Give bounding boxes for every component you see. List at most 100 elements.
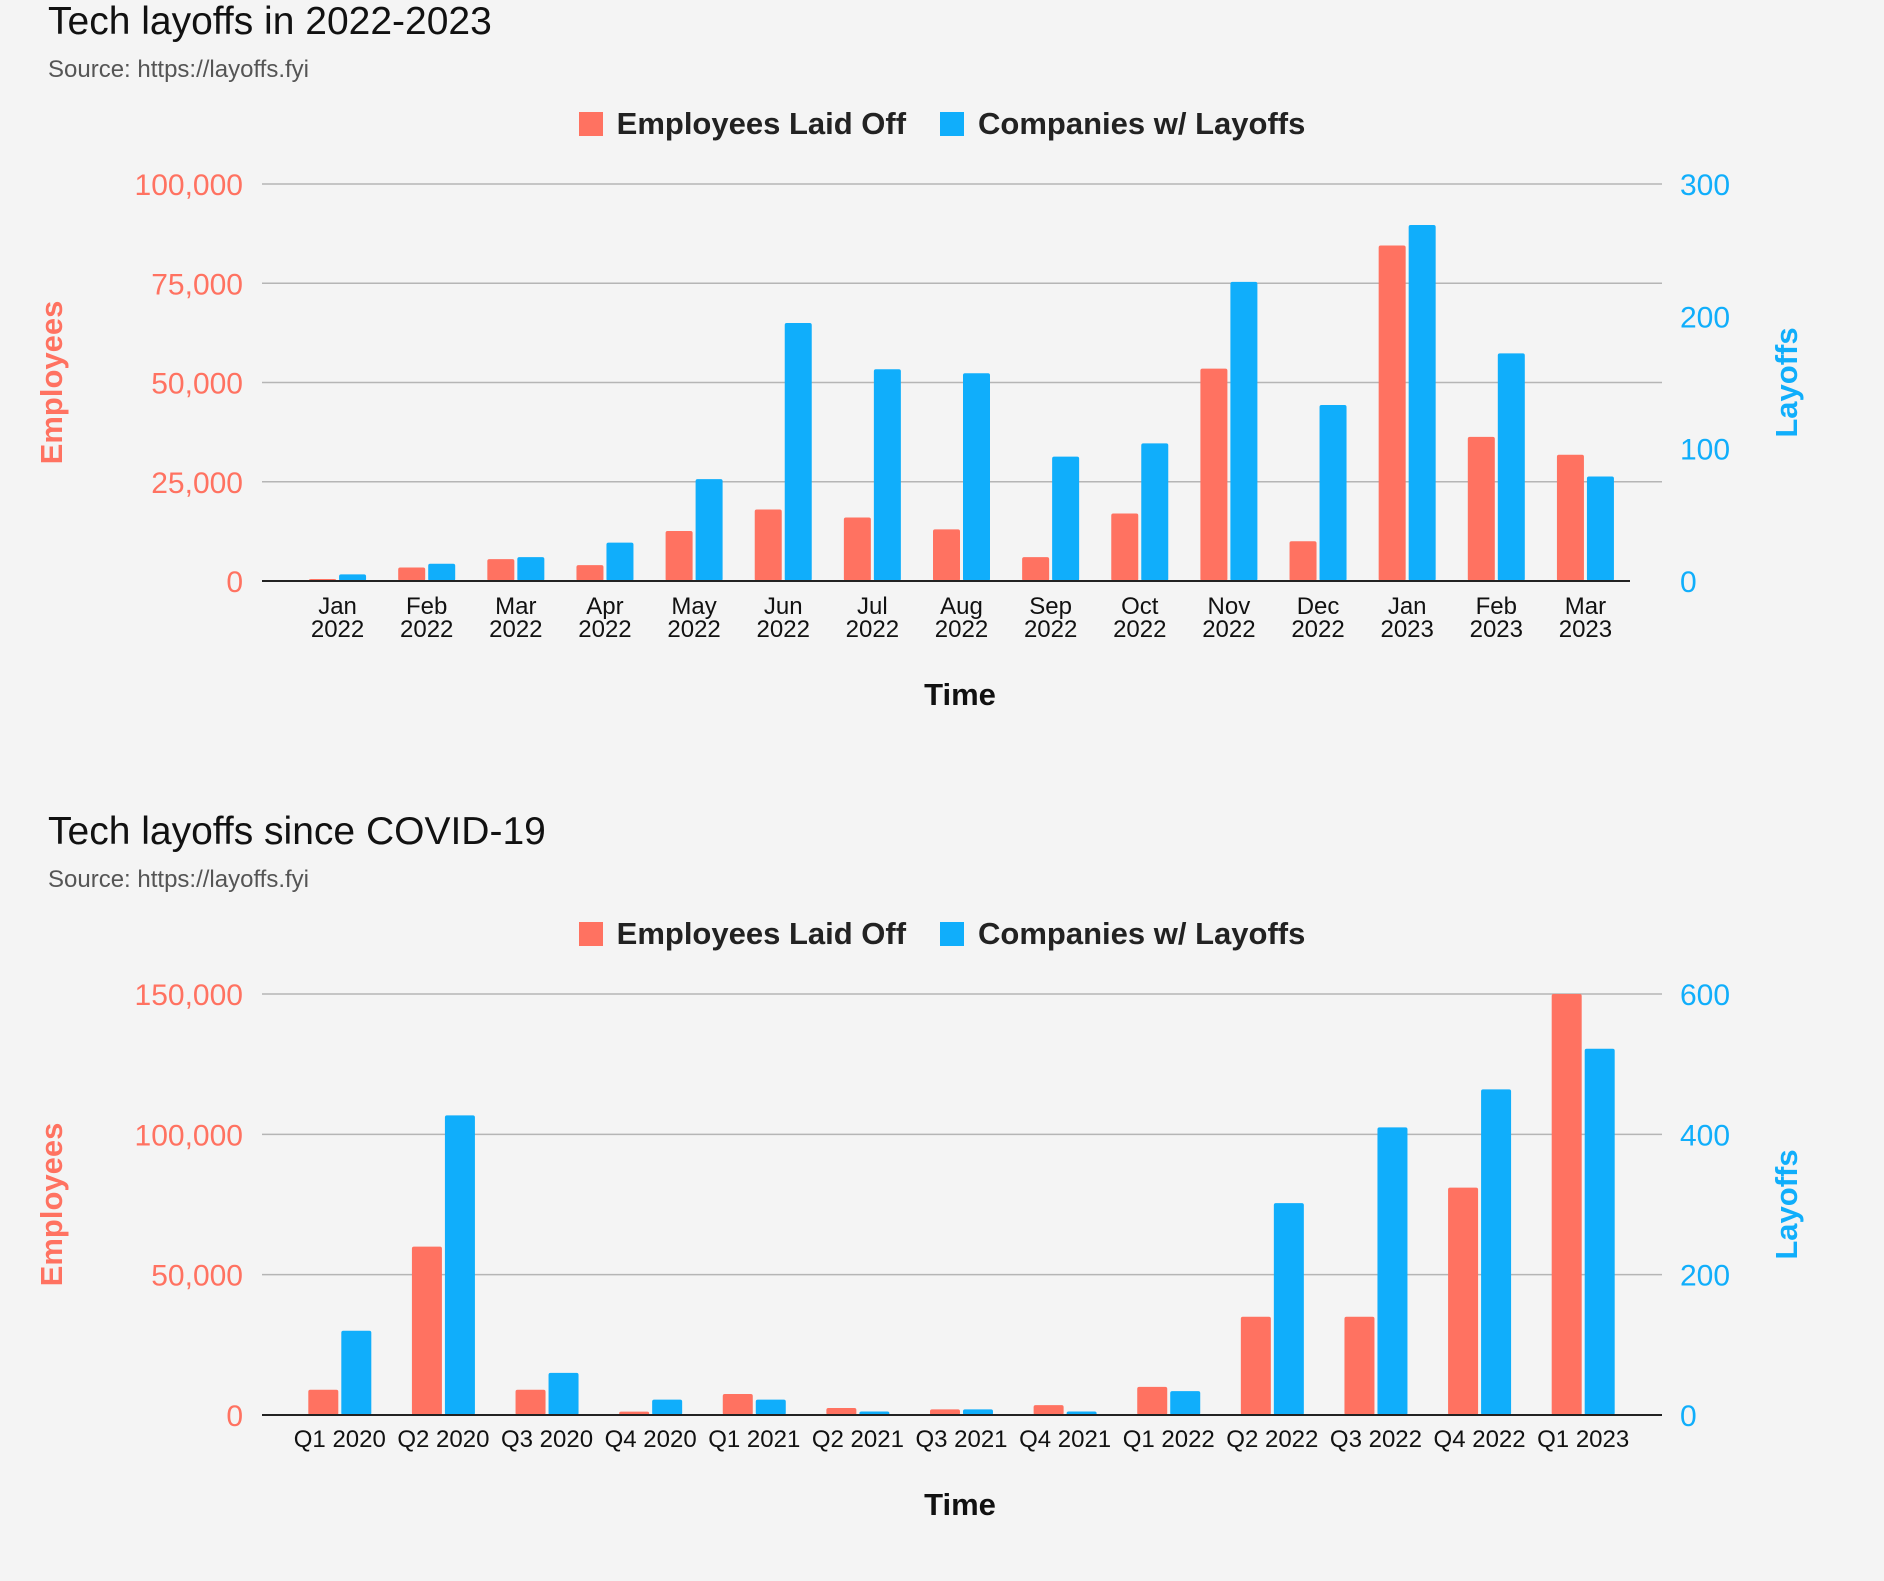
- bar-employees: [1467, 436, 1495, 581]
- legend-item-employees[interactable]: Employees Laid Off: [578, 916, 906, 952]
- legend: Employees Laid Off Companies w/ Layoffs: [0, 916, 1884, 952]
- y2-axis-title: Layoffs: [1769, 1149, 1804, 1259]
- bar-companies: [606, 542, 634, 581]
- bar-employees: [1033, 1405, 1064, 1415]
- bar-employees: [308, 1389, 339, 1415]
- legend-label-companies: Companies w/ Layoffs: [978, 106, 1306, 141]
- bar-employees: [930, 1409, 960, 1415]
- x-tick-label: Q1 2022: [1123, 1426, 1215, 1453]
- bar-employees: [933, 529, 960, 581]
- x-tick-label: Q1 2021: [708, 1426, 800, 1453]
- chart-subtitle: Source: https://layoffs.fyi: [48, 56, 310, 83]
- x-tick-label: Dec: [1297, 593, 1340, 620]
- y-tick-label: 0: [226, 1400, 243, 1433]
- bar-employees: [1344, 1316, 1375, 1415]
- y-tick-label: 100,000: [135, 1119, 243, 1152]
- y2-axis-title: Layoffs: [1769, 327, 1804, 437]
- x-tick-label-year: 2022: [1202, 616, 1255, 643]
- x-tick-label: Q3 2020: [501, 1426, 593, 1453]
- x-tick-label: Q4 2020: [605, 1426, 697, 1453]
- x-tick-label: Oct: [1121, 593, 1159, 620]
- y2-tick-label: 300: [1680, 169, 1730, 202]
- chart-title: Tech layoffs in 2022-2023: [48, 0, 492, 43]
- x-axis-title: Time: [924, 677, 996, 712]
- y-tick-label: 150,000: [135, 979, 243, 1012]
- y-tick-label: 100,000: [135, 169, 243, 202]
- legend-label-employees: Employees Laid Off: [616, 106, 907, 141]
- bar-employees: [1448, 1187, 1479, 1415]
- bar-companies: [1497, 353, 1525, 581]
- y2-tick-label: 400: [1680, 1119, 1730, 1152]
- x-tick-label: Q1 2023: [1537, 1426, 1629, 1453]
- x-tick-label: Mar: [1565, 593, 1606, 620]
- x-tick-label-year: 2023: [1380, 616, 1433, 643]
- bar-companies: [517, 557, 545, 581]
- bar-companies: [1584, 1048, 1615, 1415]
- bar-employees: [1022, 557, 1050, 581]
- chart-title: Tech layoffs since COVID-19: [48, 810, 546, 853]
- bar-companies: [428, 563, 456, 581]
- bar-companies: [1052, 456, 1080, 581]
- bar-employees: [398, 567, 426, 581]
- bar-companies: [784, 322, 812, 581]
- bar-employees: [754, 509, 782, 581]
- bar-companies: [963, 373, 990, 581]
- y-tick-label: 50,000: [151, 368, 243, 401]
- x-tick-label-year: 2022: [578, 616, 631, 643]
- x-tick-label: Nov: [1208, 593, 1251, 620]
- bar-employees: [411, 1246, 442, 1415]
- legend-item-companies[interactable]: Companies w/ Layoffs: [940, 916, 1305, 952]
- x-tick-label: Q1 2020: [294, 1426, 386, 1453]
- x-tick-label: Q2 2020: [397, 1426, 489, 1453]
- bar-companies: [1319, 404, 1347, 581]
- x-tick-label-year: 2022: [400, 616, 453, 643]
- x-tick-label-year: 2022: [667, 616, 720, 643]
- legend-swatch-companies: [940, 922, 965, 946]
- bar-employees: [665, 530, 693, 581]
- legend-item-companies[interactable]: Companies w/ Layoffs: [940, 106, 1305, 142]
- bar-companies: [695, 479, 723, 581]
- legend-swatch-employees: [578, 112, 603, 136]
- x-tick-label-year: 2022: [935, 616, 988, 643]
- bar-employees: [1111, 513, 1139, 581]
- x-tick-label: Aug: [940, 593, 983, 620]
- page: Tech layoffs in 2022-2023 Source: https:…: [0, 0, 1884, 1522]
- x-tick-label: Feb: [1476, 593, 1517, 620]
- bar-companies: [755, 1399, 786, 1415]
- bar-employees: [1240, 1316, 1271, 1415]
- y2-tick-label: 0: [1680, 566, 1697, 599]
- x-tick-label: Jan: [318, 593, 357, 620]
- legend-label-companies: Companies w/ Layoffs: [978, 916, 1306, 951]
- y2-tick-label: 0: [1680, 1400, 1697, 1433]
- y2-tick-label: 200: [1680, 1260, 1730, 1293]
- y-tick-label: 50,000: [151, 1260, 243, 1293]
- x-tick-label-year: 2022: [1113, 616, 1166, 643]
- y2-tick-label: 200: [1680, 301, 1730, 334]
- x-tick-label-year: 2022: [757, 616, 810, 643]
- y-tick-label: 0: [226, 566, 243, 599]
- x-tick-label: Apr: [586, 593, 623, 620]
- legend-swatch-employees: [578, 922, 603, 946]
- bar-companies: [548, 1372, 579, 1415]
- x-tick-label-year: 2022: [846, 616, 899, 643]
- bar-employees: [1378, 245, 1406, 581]
- x-tick-label: Q3 2022: [1330, 1426, 1422, 1453]
- bar-companies: [1586, 476, 1614, 581]
- legend-item-employees[interactable]: Employees Laid Off: [578, 106, 907, 142]
- chart-quarterly-layoffs: Tech layoffs since COVID-19 Source: http…: [0, 810, 1884, 1581]
- y-tick-label: 25,000: [151, 467, 243, 500]
- x-tick-label: Q3 2021: [915, 1426, 1007, 1453]
- bar-employees: [1551, 994, 1582, 1415]
- bar-employees: [1289, 541, 1317, 581]
- bar-employees: [826, 1407, 857, 1415]
- y2-tick-label: 100: [1680, 434, 1730, 467]
- bar-companies: [652, 1399, 683, 1415]
- legend: Employees Laid Off Companies w/ Layoffs: [0, 106, 1884, 142]
- bar-employees: [1137, 1386, 1168, 1415]
- bar-employees: [843, 517, 871, 581]
- y-axis-title: Employees: [34, 301, 69, 465]
- chart-monthly-layoffs: Tech layoffs in 2022-2023 Source: https:…: [0, 0, 1884, 771]
- bar-companies: [339, 574, 367, 581]
- bar-companies: [1230, 281, 1258, 581]
- x-tick-label-year: 2022: [489, 616, 542, 643]
